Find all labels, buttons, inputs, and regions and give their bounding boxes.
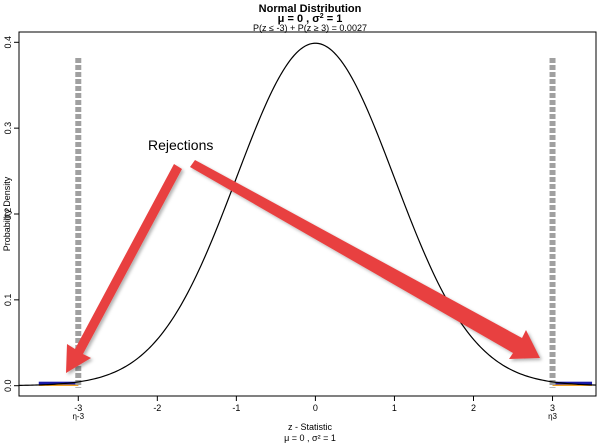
y-tick-label-2: 0.2 <box>3 208 13 221</box>
chart-subtitle-sup: 2 <box>320 13 324 20</box>
rejection-arrow-right <box>190 160 540 359</box>
y-axis: 0.0 0.1 0.2 0.3 0.4 <box>3 36 19 392</box>
x-tick-label-0: -3 <box>74 403 82 413</box>
y-tick-label-1: 0.1 <box>3 294 13 307</box>
x-tick-label-1: -2 <box>153 403 161 413</box>
rejection-arrow-left <box>66 164 182 373</box>
rejection-arrow-right-shape <box>190 160 540 359</box>
y-tick-label-3: 0.3 <box>3 122 13 135</box>
y-tick-label-0: 0.0 <box>3 379 13 392</box>
x-tick-label-5: 2 <box>471 403 476 413</box>
rejection-arrow-left-shape <box>66 164 182 373</box>
chart-title: Normal Distribution <box>259 3 362 15</box>
x-axis: -3η-3 -2 -1 0 1 2 3η3 <box>72 396 558 421</box>
rejections-annotation: Rejections <box>148 137 213 153</box>
y-tick-label-4: 0.4 <box>3 36 13 49</box>
probability-text: P(z ≤ -3) + P(z ≥ 3) = 0.0027 <box>253 23 367 33</box>
density-curve <box>18 42 597 386</box>
x-tick-sub-0: η-3 <box>72 412 84 421</box>
critical-lines <box>75 58 556 388</box>
rejection-regions <box>38 381 593 386</box>
y-axis-label: Probability Density <box>2 176 12 251</box>
x-axis-label: z - Statistic <box>288 422 333 432</box>
x-axis-params: μ = 0 , σ² = 1 <box>284 433 336 443</box>
x-tick-label-4: 1 <box>392 403 397 413</box>
chart-subtitle: μ = 0 , σ2 = 1 <box>278 13 343 25</box>
x-tick-label-3: 0 <box>313 403 318 413</box>
x-tick-label-2: -1 <box>232 403 240 413</box>
x-tick-label-6: 3 <box>550 403 555 413</box>
chart-subtitle-suffix: = 1 <box>324 13 343 25</box>
x-tick-sub-6: η3 <box>548 412 557 421</box>
chart-subtitle-prefix: μ = 0 , σ <box>278 13 321 25</box>
